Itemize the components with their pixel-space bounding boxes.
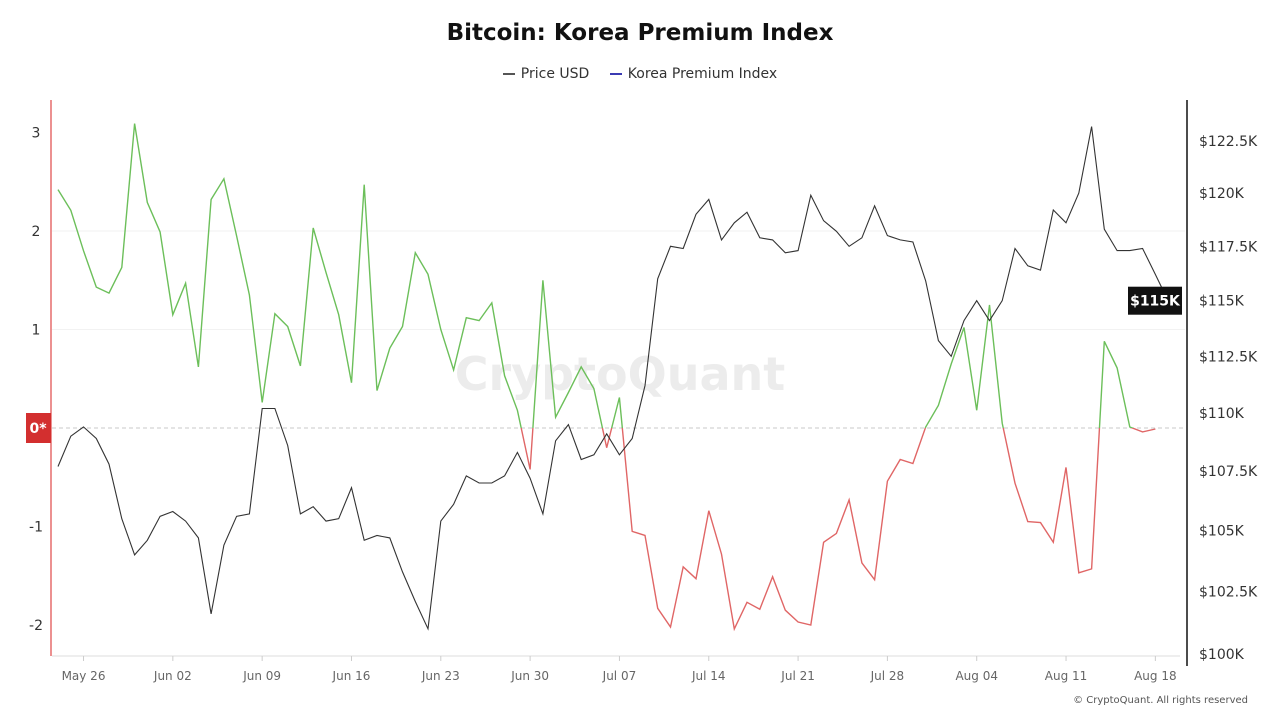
y-left-tick-label: -1 bbox=[29, 520, 43, 536]
y-left-tick-label: 3 bbox=[32, 126, 41, 142]
y-left-tick-label: 0* bbox=[29, 421, 47, 437]
y-right-tick-label: $117.5K bbox=[1199, 239, 1258, 255]
x-tick-label: Aug 11 bbox=[1045, 669, 1088, 683]
x-tick-label: Jul 14 bbox=[691, 669, 726, 683]
y-right-tick-label: $112.5K bbox=[1199, 349, 1258, 365]
last-price-badge bbox=[1128, 286, 1182, 315]
copyright-footer: © CryptoQuant. All rights reserved bbox=[1073, 695, 1248, 706]
x-tick-label: Jun 23 bbox=[421, 669, 460, 683]
y-right-tick-label: $105K bbox=[1199, 524, 1245, 540]
legend-swatch-price bbox=[502, 73, 515, 75]
x-tick-label: Jul 28 bbox=[870, 669, 905, 683]
x-tick-label: Jul 07 bbox=[602, 669, 637, 683]
price-usd-line bbox=[57, 126, 1169, 631]
x-tick-label: Jun 09 bbox=[242, 669, 281, 683]
premium-index-line-positive bbox=[57, 123, 1135, 428]
chart-title: Bitcoin: Korea Premium Index bbox=[446, 20, 834, 46]
y-right-tick-label: $100K bbox=[1199, 647, 1245, 663]
x-tick-label: Jul 21 bbox=[780, 669, 815, 683]
y-right-tick-label: $115K bbox=[1199, 294, 1245, 310]
legend-label-premium: Korea Premium Index bbox=[627, 66, 778, 82]
y-right-tick-label: $102.5K bbox=[1199, 585, 1258, 601]
legend-swatch-premium bbox=[609, 73, 622, 75]
last-price-label: $115K bbox=[1130, 294, 1181, 310]
y-right-tick-label: $122.5K bbox=[1199, 134, 1258, 150]
legend: Price USD Korea Premium Index bbox=[0, 63, 1280, 82]
x-tick-label: Jun 02 bbox=[153, 669, 192, 683]
legend-item-price[interactable]: Price USD bbox=[502, 66, 590, 82]
x-tick-label: Jun 16 bbox=[332, 669, 371, 683]
watermark: CryptoQuant bbox=[455, 347, 786, 401]
legend-label-price: Price USD bbox=[520, 66, 590, 82]
x-tick-label: May 26 bbox=[62, 669, 106, 683]
y-right-tick-label: $110K bbox=[1199, 406, 1245, 422]
premium-index-line-negative bbox=[520, 428, 1156, 632]
y-right-tick-label: $107.5K bbox=[1199, 464, 1258, 480]
y-left-tick-label: 2 bbox=[32, 224, 41, 240]
y-left-tick-label: -2 bbox=[29, 618, 43, 634]
x-tick-label: Aug 04 bbox=[955, 669, 998, 683]
y-left-tick-label: 1 bbox=[32, 323, 41, 339]
zero-label-badge bbox=[26, 413, 51, 443]
legend-item-premium[interactable]: Korea Premium Index bbox=[609, 66, 778, 82]
y-right-tick-label: $120K bbox=[1199, 186, 1245, 202]
x-tick-label: Aug 18 bbox=[1134, 669, 1177, 683]
x-tick-label: Jun 30 bbox=[510, 669, 549, 683]
